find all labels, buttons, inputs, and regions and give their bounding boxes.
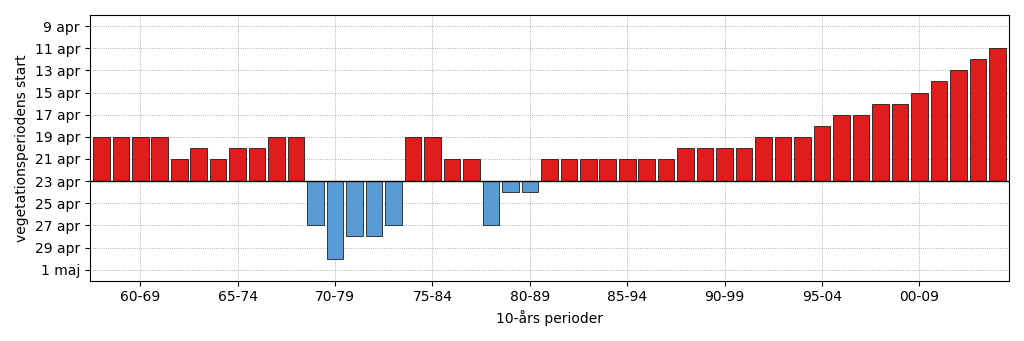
Bar xyxy=(541,159,558,181)
Bar xyxy=(814,126,830,181)
Bar xyxy=(424,137,440,181)
Bar xyxy=(775,137,792,181)
Bar xyxy=(443,159,460,181)
Bar xyxy=(190,148,207,181)
Bar xyxy=(717,148,733,181)
Bar xyxy=(152,137,168,181)
Bar xyxy=(872,104,889,181)
Bar xyxy=(268,137,285,181)
Bar xyxy=(346,181,362,236)
Bar xyxy=(970,59,986,181)
Bar xyxy=(132,137,148,181)
Bar xyxy=(171,159,187,181)
Bar xyxy=(599,159,616,181)
Bar xyxy=(795,137,811,181)
Bar xyxy=(853,115,869,181)
Bar xyxy=(638,159,655,181)
Bar xyxy=(989,48,1006,181)
Bar xyxy=(327,181,343,258)
Bar xyxy=(385,181,401,225)
Bar xyxy=(580,159,597,181)
Bar xyxy=(618,159,636,181)
Bar xyxy=(892,104,908,181)
X-axis label: 10-års perioder: 10-års perioder xyxy=(496,310,603,326)
Bar xyxy=(911,92,928,181)
Bar xyxy=(404,137,421,181)
Bar xyxy=(93,137,110,181)
Bar xyxy=(482,181,499,225)
Bar xyxy=(736,148,753,181)
Bar xyxy=(229,148,246,181)
Bar xyxy=(950,70,967,181)
Bar xyxy=(113,137,129,181)
Bar xyxy=(678,148,694,181)
Bar xyxy=(697,148,714,181)
Bar xyxy=(560,159,578,181)
Bar xyxy=(502,181,518,192)
Bar xyxy=(210,159,226,181)
Bar xyxy=(657,159,675,181)
Bar xyxy=(756,137,772,181)
Bar xyxy=(366,181,382,236)
Bar xyxy=(288,137,304,181)
Bar xyxy=(249,148,265,181)
Y-axis label: vegetationsperiodens start: vegetationsperiodens start xyxy=(15,54,29,242)
Bar xyxy=(521,181,539,192)
Bar xyxy=(834,115,850,181)
Bar xyxy=(463,159,479,181)
Bar xyxy=(931,81,947,181)
Bar xyxy=(307,181,324,225)
